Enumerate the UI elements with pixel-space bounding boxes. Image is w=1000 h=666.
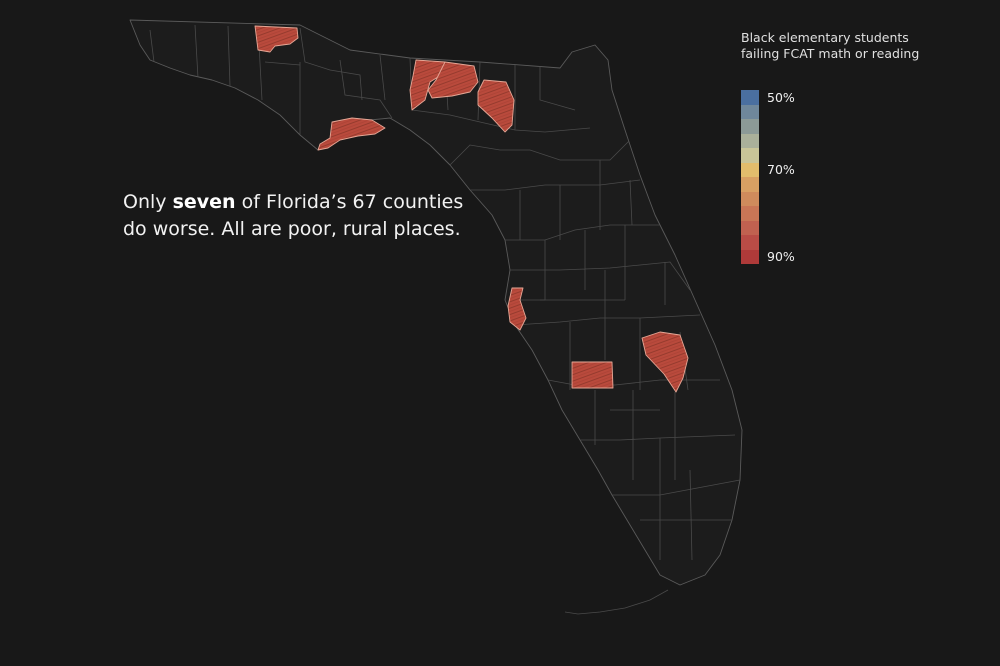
legend-swatch [741, 249, 759, 264]
legend-swatch [741, 220, 759, 235]
county-highlight-8 [641, 331, 689, 393]
legend-swatch [741, 133, 759, 148]
county-highlight-7 [571, 361, 614, 389]
legend-swatch [741, 191, 759, 206]
legend-swatch [741, 90, 759, 105]
caption-bold-word: seven [172, 191, 236, 213]
highlighted-counties [254, 25, 689, 393]
county-highlight-2 [317, 117, 386, 151]
legend-swatch [741, 206, 759, 221]
legend-swatch [741, 177, 759, 192]
county-boundaries [149, 24, 741, 561]
caption-pre: Only [123, 191, 173, 213]
caption-line1-rest: of Florida’s 67 counties [235, 191, 464, 213]
legend-swatch [741, 119, 759, 134]
legend-swatch [741, 148, 759, 163]
legend-title-line2: failing FCAT math or reading [741, 46, 920, 61]
florida-keys [564, 589, 669, 615]
legend-swatch [741, 104, 759, 119]
county-highlight-4 [427, 61, 479, 99]
caption-line2: do worse. All are poor, rural places. [123, 218, 461, 240]
county-highlight-1 [254, 25, 299, 53]
county-highlight-6 [507, 287, 527, 331]
legend-tick-label: 70% [767, 162, 795, 177]
legend-swatch [741, 235, 759, 250]
legend-title-line1: Black elementary students [741, 30, 909, 45]
legend-swatch [741, 162, 759, 177]
legend-tick-label: 90% [767, 249, 795, 264]
legend-tick-label: 50% [767, 89, 795, 105]
color-legend: Black elementary students failing FCAT m… [741, 30, 971, 264]
county-highlight-5 [477, 79, 515, 133]
legend-title: Black elementary students failing FCAT m… [741, 30, 971, 62]
florida-outline [129, 19, 743, 586]
map-caption: Only seven of Florida’s 67 counties do w… [123, 189, 503, 243]
